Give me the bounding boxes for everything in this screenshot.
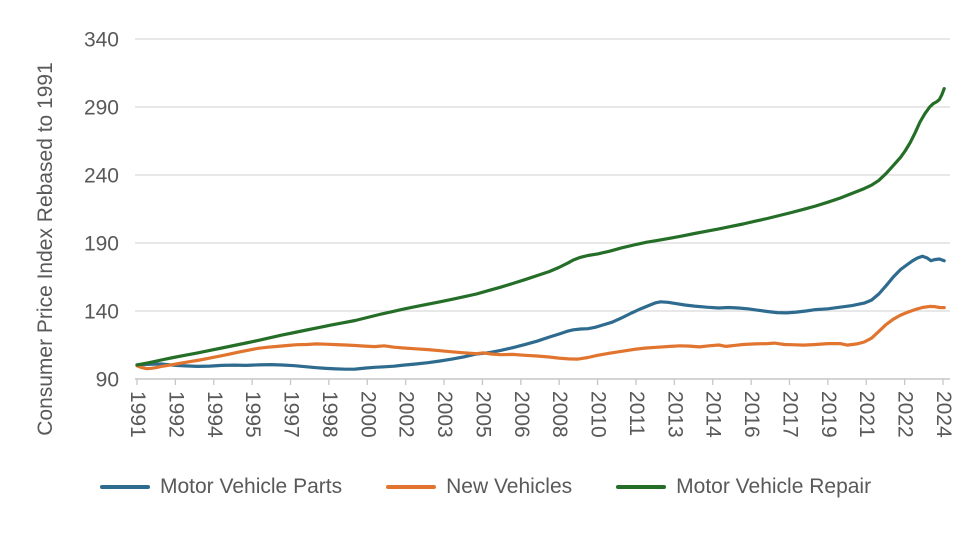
x-tick-label-2005: 2005	[471, 391, 494, 438]
legend-label-new-vehicles: New Vehicles	[446, 475, 573, 498]
x-tick-label-2000: 2000	[356, 391, 379, 438]
x-tick-label-2013: 2013	[663, 391, 686, 438]
y-tick-label-240: 240	[84, 165, 119, 188]
x-tick-label-2006: 2006	[510, 391, 533, 438]
x-tick-label-2008: 2008	[548, 391, 571, 438]
y-tick-label-90: 90	[96, 369, 119, 392]
x-tick-label-1998: 1998	[318, 391, 341, 438]
x-tick-label-2024: 2024	[932, 391, 955, 438]
y-tick-label-140: 140	[84, 301, 119, 324]
legend-swatch-new-vehicles	[386, 485, 437, 489]
series-line-motor-vehicle-repair	[135, 86, 946, 367]
legend-swatch-motor-vehicle-repair	[616, 485, 667, 489]
x-tick-label-2016: 2016	[740, 391, 763, 438]
x-tick-label-2019: 2019	[817, 391, 840, 438]
series-line-motor-vehicle-parts	[135, 254, 946, 371]
series-line-new-vehicles	[135, 304, 946, 371]
x-tick-label-1994: 1994	[203, 391, 226, 438]
legend-item-motor-vehicle-repair: Motor Vehicle Repair	[616, 475, 871, 499]
x-tick-label-2011: 2011	[625, 391, 648, 436]
plot-area: 90 140 190 240 290 340 1991 1992 1994 1995 1997 199…	[84, 29, 955, 439]
legend-item-motor-vehicle-parts: Motor Vehicle Parts	[100, 475, 342, 499]
x-tick-label-2002: 2002	[395, 391, 418, 438]
y-tick-label-190: 190	[84, 233, 119, 256]
legend: Motor Vehicle Parts New Vehicles Motor V…	[100, 473, 871, 501]
x-tick-label-2022: 2022	[894, 391, 917, 438]
x-tick-label-2014: 2014	[702, 391, 725, 438]
legend-label-motor-vehicle-repair: Motor Vehicle Repair	[676, 475, 872, 498]
y-tick-label-340: 340	[84, 29, 119, 52]
x-tick-label-1991: 1991	[126, 391, 149, 438]
x-tick-label-2017: 2017	[778, 391, 801, 438]
legend-item-new-vehicles: New Vehicles	[386, 475, 572, 499]
legend-swatch-motor-vehicle-parts	[100, 485, 150, 489]
x-tick-label-1997: 1997	[280, 391, 303, 438]
x-tick-label-2010: 2010	[587, 391, 610, 438]
x-tick-label-1995: 1995	[241, 391, 264, 438]
x-tick-label-2021: 2021	[855, 391, 878, 438]
x-tick-label-1992: 1992	[164, 391, 187, 438]
legend-label-motor-vehicle-parts: Motor Vehicle Parts	[160, 475, 343, 498]
y-tick-label-290: 290	[84, 97, 119, 120]
x-tick-label-2003: 2003	[433, 391, 456, 438]
